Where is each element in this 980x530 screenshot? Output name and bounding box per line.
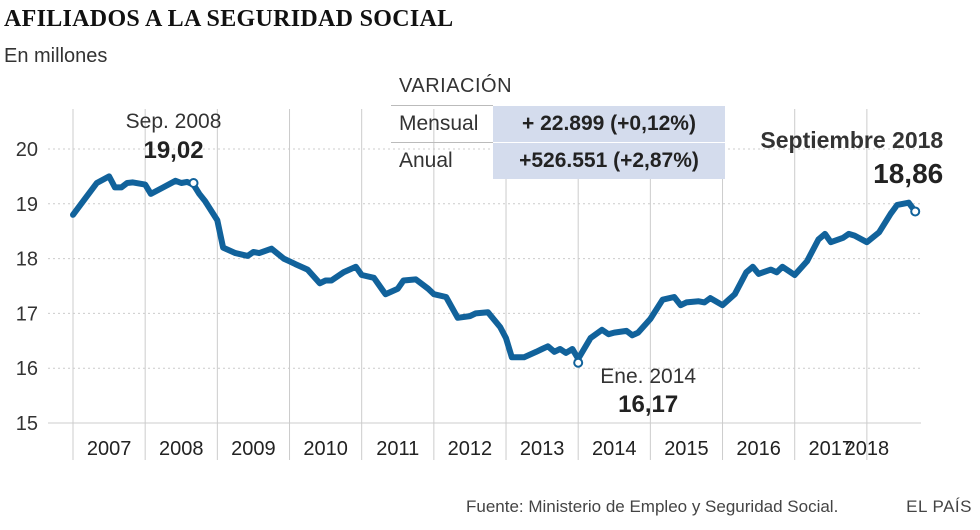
x-tick-label: 2016 — [736, 438, 781, 460]
chart-title: AFILIADOS A LA SEGURIDAD SOCIAL — [4, 6, 454, 32]
annotation-marker — [910, 206, 921, 217]
x-tick-label: 2008 — [159, 438, 204, 460]
y-tick-label: 18 — [16, 249, 38, 271]
x-tick-label: 2013 — [520, 438, 565, 460]
table-row: Mensual + 22.899 (+0,12%) — [391, 105, 725, 143]
x-tick-label: 2014 — [592, 438, 637, 460]
brand-logo-text: EL PAÍS — [906, 497, 972, 516]
x-tick-label: 2015 — [664, 438, 709, 460]
y-tick-label: 20 — [16, 139, 38, 161]
y-tick-label: 16 — [16, 358, 38, 380]
annotation-marker — [573, 357, 584, 368]
x-tick-label: 2018 — [845, 438, 890, 460]
x-tick-label: 2017 — [809, 438, 854, 460]
series-line-afiliados — [70, 173, 919, 362]
variation-table: Mensual + 22.899 (+0,12%) Anual +526.551… — [391, 105, 725, 179]
x-tick-label: 2011 — [376, 438, 419, 460]
y-tick-label: 19 — [16, 194, 38, 216]
x-axis-ticks: 2007 2008 2009 2010 2011 2012 2013 2014 2015 2016… — [87, 438, 889, 460]
variation-value-annual: +526.551 (+2,87%) — [493, 142, 725, 179]
x-tick-label: 2012 — [448, 438, 493, 460]
series-group — [70, 173, 919, 362]
y-tick-label: 15 — [16, 413, 38, 435]
x-tick-label: 2009 — [231, 438, 276, 460]
x-tick-label: 2007 — [87, 438, 132, 460]
chart-subtitle: En millones — [4, 45, 108, 67]
variation-label-annual: Anual — [391, 142, 493, 179]
source-note: Fuente: Ministerio de Empleo y Seguridad… — [466, 497, 839, 516]
annotations: Sep. 2008 19,02 Ene. 2014 16,17 Septiembre 2… — [126, 110, 944, 418]
annotation-value: 19,02 — [143, 137, 203, 164]
variation-label-monthly: Mensual — [391, 105, 493, 143]
variation-heading: VARIACIÓN — [399, 75, 513, 97]
y-tick-label: 17 — [16, 303, 38, 325]
y-axis-ticks: 15 16 17 18 19 20 — [16, 139, 38, 435]
annotation-label: Ene. 2014 — [600, 365, 696, 388]
annotation-marker — [188, 177, 199, 188]
grid-lines — [48, 109, 921, 460]
annotation-value: 18,86 — [873, 158, 943, 189]
table-row: Anual +526.551 (+2,87%) — [391, 142, 725, 179]
annotation-label: Septiembre 2018 — [760, 127, 943, 153]
annotation-value: 16,17 — [618, 391, 678, 418]
annotation-label: Sep. 2008 — [126, 110, 222, 133]
x-tick-label: 2010 — [303, 438, 348, 460]
variation-value-monthly: + 22.899 (+0,12%) — [493, 105, 725, 143]
